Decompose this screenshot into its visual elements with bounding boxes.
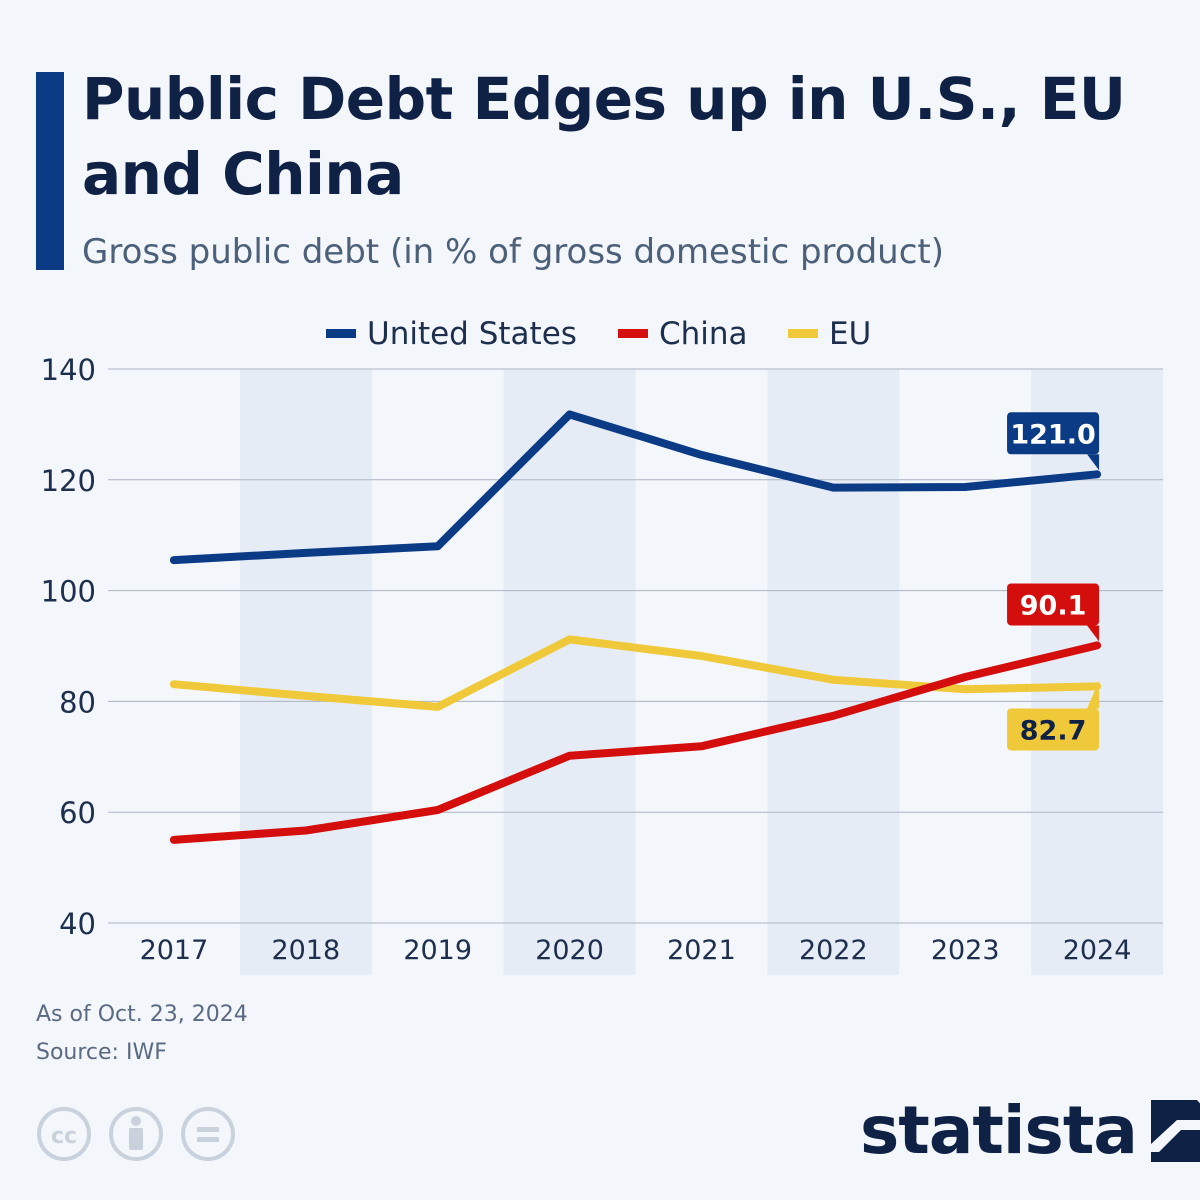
column-band	[1031, 369, 1163, 975]
callout-pointer	[1087, 454, 1100, 471]
attribution-icon[interactable]	[109, 1107, 163, 1161]
callout-pointer	[1087, 680, 1100, 709]
x-tick-label: 2017	[140, 935, 209, 966]
legend-label: EU	[829, 316, 871, 352]
value-label: 121.0	[1010, 419, 1095, 450]
legend-swatch	[788, 329, 818, 338]
x-tick-label: 2023	[931, 935, 1000, 966]
page-title: Public Debt Edges up in U.S., EU and Chi…	[82, 65, 1126, 208]
y-tick-label: 100	[41, 575, 96, 609]
legend-swatch	[326, 329, 356, 338]
value-callout-bg	[1007, 708, 1100, 751]
series-line-united-states	[169, 410, 1102, 565]
y-tick-label: 120	[41, 464, 96, 498]
value-label: 90.1	[1020, 590, 1087, 621]
value-callout-bg	[1007, 412, 1100, 455]
column-band	[239, 369, 372, 975]
chart-subtitle: Gross public debt (in % of gross domesti…	[82, 232, 945, 272]
y-tick-label: 40	[59, 907, 96, 941]
statista-logo[interactable]: statista	[860, 1098, 1200, 1164]
value-label: 82.7	[1020, 715, 1087, 746]
x-tick-label: 2020	[535, 935, 604, 966]
legend-swatch	[618, 329, 648, 338]
value-callout-bg	[1007, 583, 1100, 626]
x-tick-label: 2022	[799, 935, 868, 966]
series-line-china	[169, 641, 1102, 844]
svg-text:cc: cc	[51, 1124, 77, 1149]
line-chart: 40 60 80 100 120 140 2017 2018 2019 2020 2021 2022…	[41, 316, 1163, 975]
x-tick-label: 2021	[667, 935, 736, 966]
cc-icon[interactable]: cc	[37, 1107, 91, 1161]
column-band	[503, 369, 636, 975]
y-tick-label: 80	[59, 685, 96, 719]
no-derivatives-icon[interactable]	[181, 1107, 235, 1161]
source-note: Source: IWF	[36, 1040, 167, 1065]
title-accent-bar	[36, 72, 64, 270]
statista-logo-icon	[1150, 1100, 1200, 1162]
x-tick-label: 2024	[1063, 935, 1132, 966]
y-tick-label: 140	[41, 353, 96, 387]
y-tick-label: 60	[59, 796, 96, 830]
legend-label: China	[659, 316, 748, 352]
legend-label: United States	[367, 316, 577, 352]
as-of-date: As of Oct. 23, 2024	[36, 1002, 248, 1027]
x-tick-label: 2019	[403, 935, 472, 966]
callout-pointer	[1087, 625, 1100, 642]
brand-name: statista	[860, 1092, 1138, 1169]
license-icons: cc	[36, 1106, 246, 1166]
x-tick-label: 2018	[271, 935, 340, 966]
